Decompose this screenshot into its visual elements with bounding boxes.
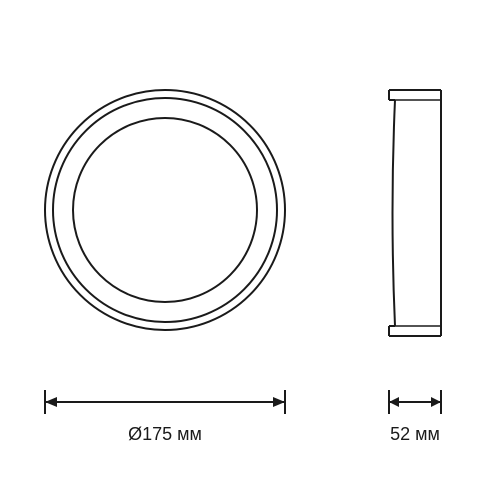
dimension-diameter (45, 390, 285, 414)
outer-ring (45, 90, 285, 330)
diameter-label: Ø175 мм (128, 424, 202, 444)
depth-label: 52 мм (390, 424, 440, 444)
inner-ring (53, 98, 277, 322)
side-view (389, 90, 441, 336)
technical-drawing: Ø175 мм 52 мм (0, 0, 500, 500)
dimension-depth (389, 390, 441, 414)
front-view (45, 90, 285, 330)
diffuser-ring (73, 118, 257, 302)
diagram-svg: Ø175 мм 52 мм (0, 0, 500, 500)
